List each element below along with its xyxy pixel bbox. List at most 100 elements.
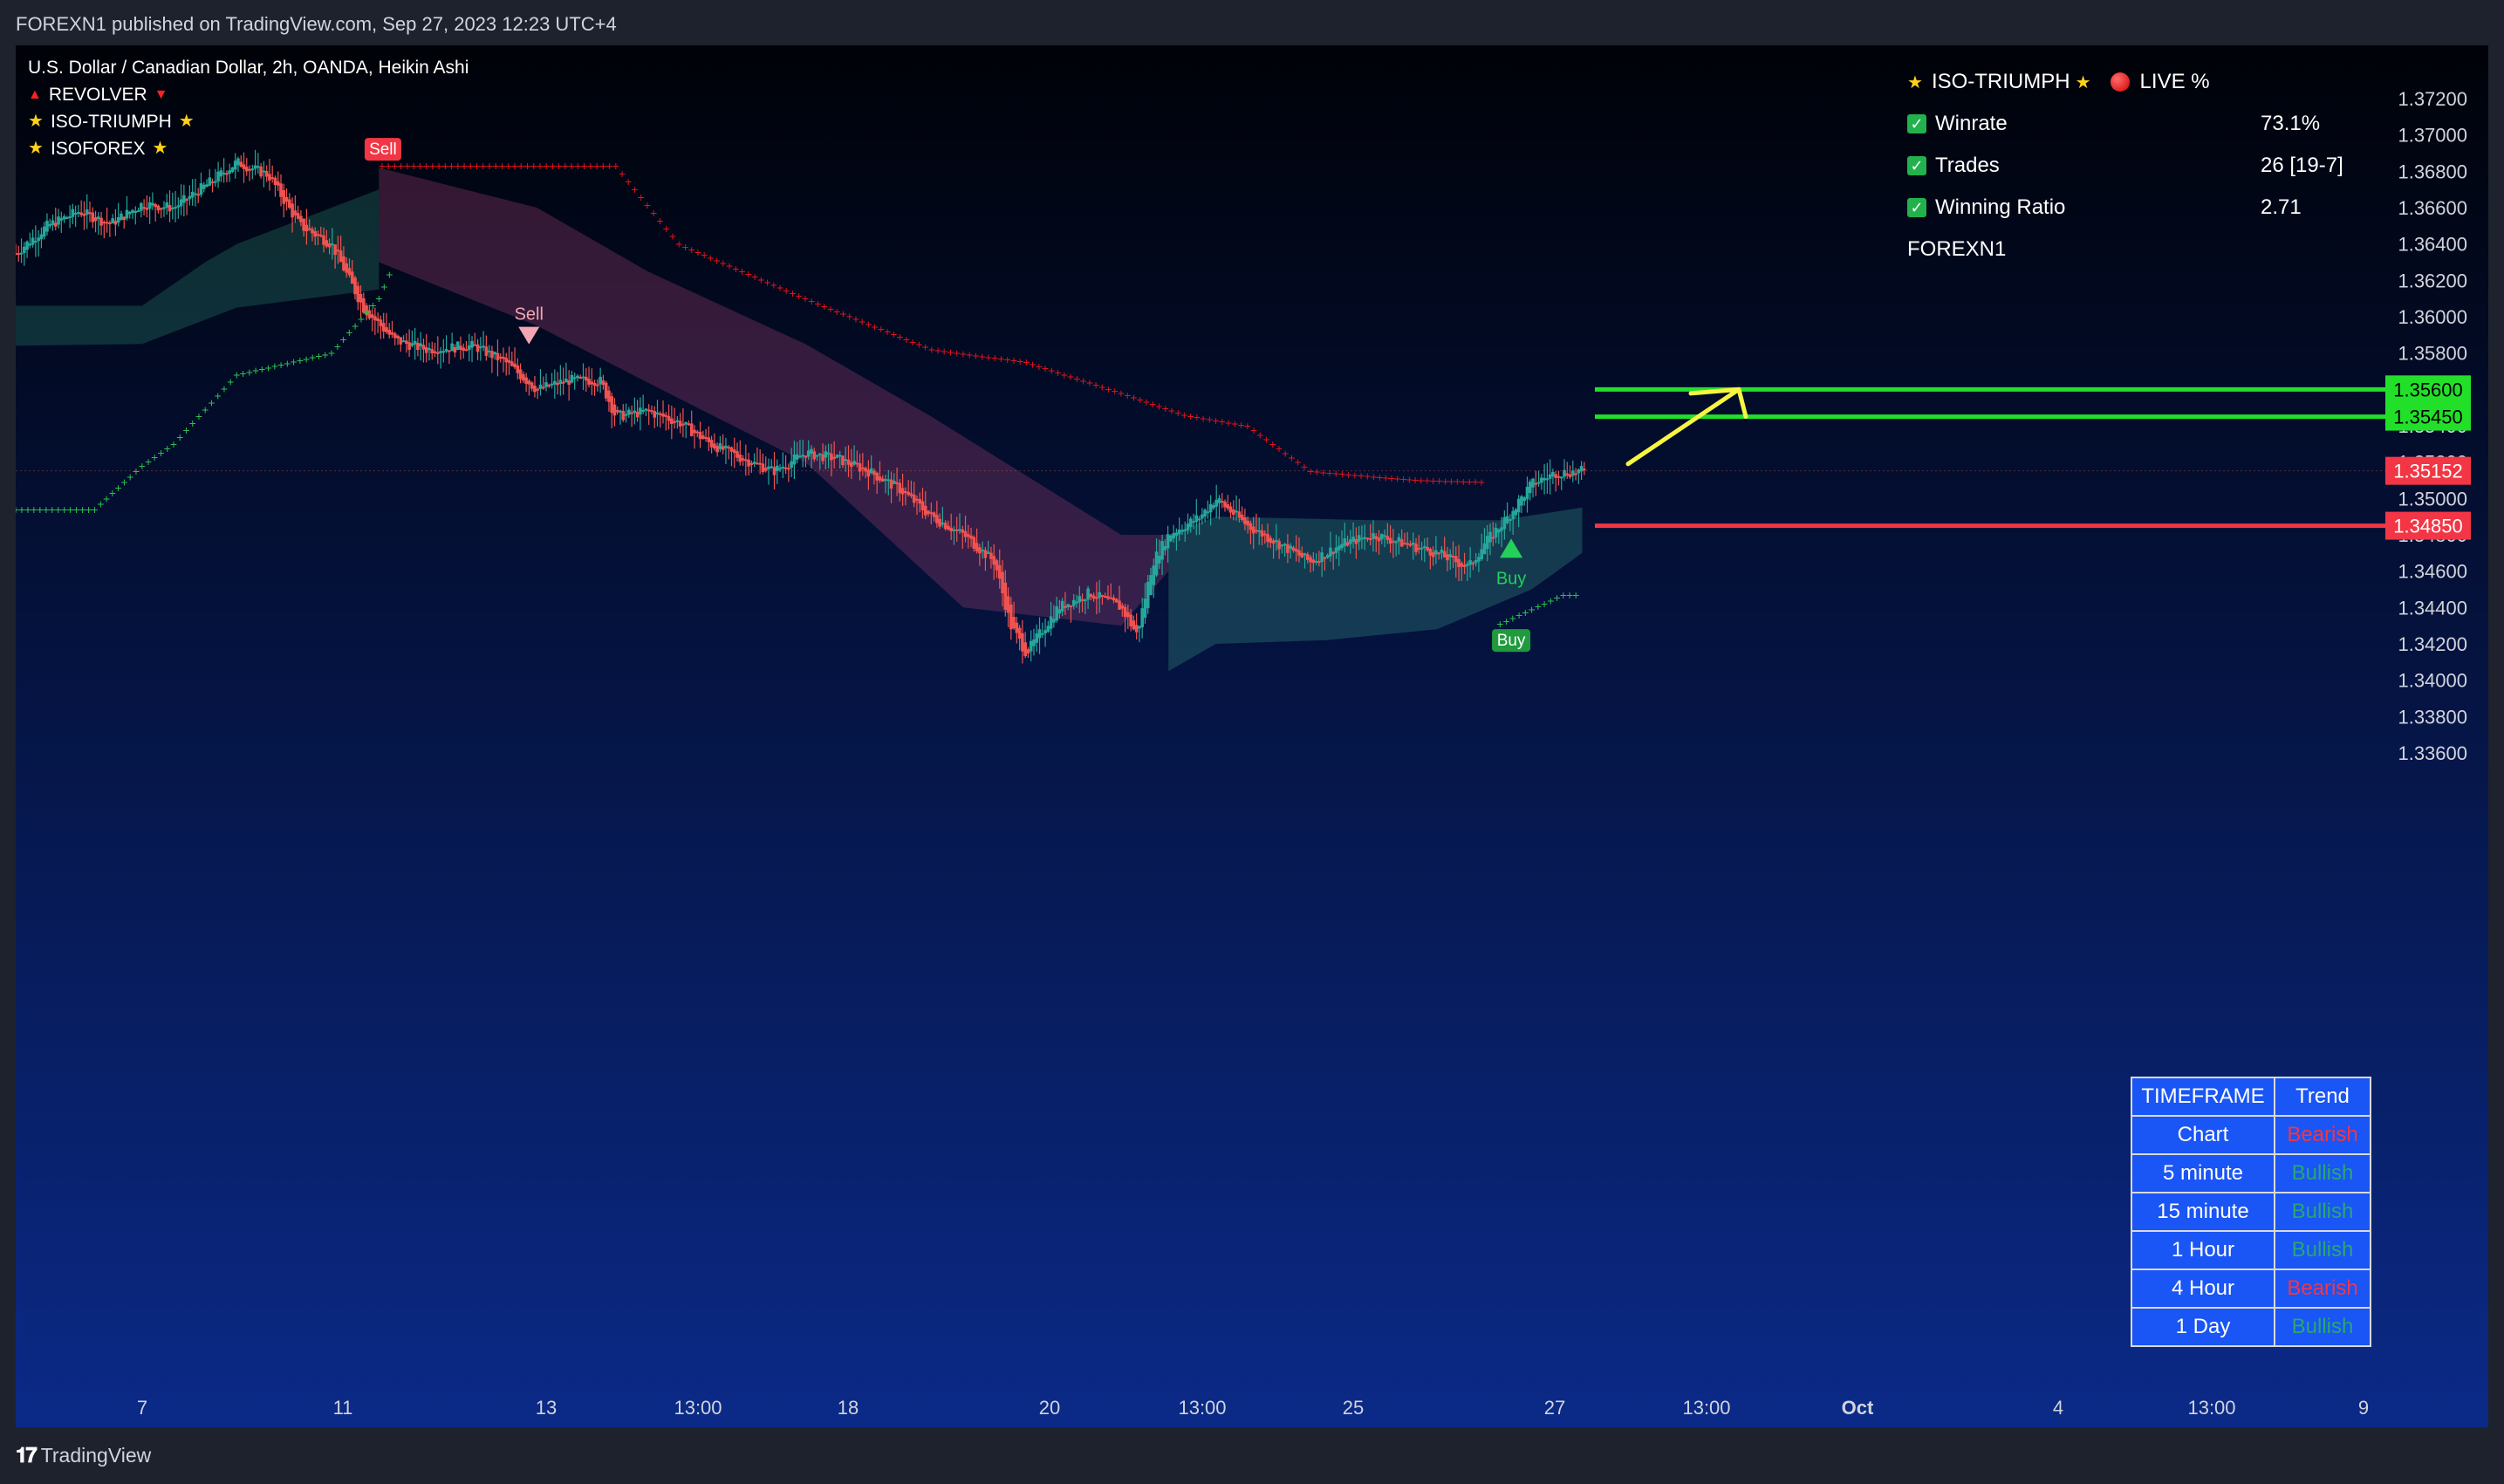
candle-body [307, 228, 311, 230]
revolver-trail-dot: + [517, 159, 524, 173]
table-row: 1 Day Bullish [2131, 1307, 2371, 1347]
revolver-trail-dot: + [808, 294, 815, 308]
ratio-label: Winning Ratio [1935, 195, 2066, 219]
candle-body [695, 431, 700, 434]
legend-revolver-row[interactable]: ▲ REVOLVER ▼ [28, 81, 469, 108]
revolver-trail-dot: + [859, 314, 865, 328]
candle-body [79, 212, 83, 215]
candle-body [318, 235, 323, 237]
candle-body [1406, 543, 1410, 545]
candle-body [547, 384, 551, 386]
candle-body [693, 429, 696, 434]
candle-body [174, 207, 177, 209]
candle-body [1106, 596, 1110, 599]
candle-body [1006, 596, 1010, 613]
revolver-trail-dot: + [73, 503, 80, 516]
timeframe-cell: 15 minute [2131, 1192, 2275, 1232]
legend-isotriumph-row[interactable]: ★ ISO-TRIUMPH ★ [28, 108, 469, 135]
candle-body [650, 410, 653, 413]
candle-body [852, 461, 856, 465]
revolver-trail-dot: + [380, 279, 387, 293]
candle-body [1509, 519, 1512, 522]
candle-body [470, 340, 474, 348]
candle-body [893, 480, 896, 484]
candle-body [961, 529, 965, 533]
candle-body [670, 418, 674, 424]
revolver-trail-dot: + [461, 159, 468, 173]
revolver-trail-dot: + [777, 281, 783, 295]
candle-body [1214, 499, 1218, 507]
candle-body [550, 383, 554, 386]
price-tick-label: 1.35800 [2398, 343, 2467, 365]
candle-body [1583, 468, 1586, 471]
price-tick-label: 1.36400 [2398, 234, 2467, 256]
candle-body [858, 463, 862, 472]
stats-title-row: ★ ISO-TRIUMPH ★ LIVE % [1907, 61, 2391, 103]
revolver-trail-dot: + [358, 312, 365, 326]
candle-body [1305, 554, 1310, 560]
price-tick-label: 1.36800 [2398, 161, 2467, 182]
revolver-trail-dot: + [839, 307, 846, 321]
revolver-trail-dot: + [1553, 591, 1560, 605]
indicator-legend: U.S. Dollar / Canadian Dollar, 2h, OANDA… [28, 54, 469, 162]
candle-body [1372, 533, 1375, 539]
chart-area[interactable]: + + + + + + + + + + + + + + + + + + + + + + + + + + + + + + + + + + + + + + + +… [16, 45, 2488, 1427]
candle-body [524, 377, 528, 384]
candle-body [424, 346, 428, 353]
candle-body [405, 340, 408, 344]
revolver-trail-dot: + [448, 159, 455, 173]
revolver-trail-dot: + [612, 159, 619, 173]
candle-body [105, 222, 109, 224]
candle-body [473, 344, 477, 346]
price-chart[interactable]: + + + + + + + + + + + + + + + + + + + + + + + + + + + + + + + + + + + + + + + +… [16, 45, 2488, 1427]
revolver-trail-dot: + [315, 349, 322, 363]
revolver-trail-dot: + [1418, 474, 1425, 488]
brand-label[interactable]: TradingView [40, 1444, 152, 1467]
candle-body [313, 231, 318, 237]
time-tick-label: 9 [2358, 1397, 2369, 1419]
candle-body [1545, 478, 1550, 481]
revolver-trail-dot: + [1358, 468, 1365, 482]
revolver-trail-dot: + [909, 335, 916, 349]
revolver-trail-dot: + [1282, 446, 1289, 460]
revolver-trail-dot: + [1320, 465, 1327, 479]
trail-layer: + + + + + + + + + + + + + + + + + + + + + + + + + + + + + + + + + + + + + + + +… [16, 159, 1579, 631]
candle-body [228, 170, 231, 174]
star-icon: ★ [178, 112, 195, 131]
candle-body [385, 327, 388, 332]
candle-body [1188, 518, 1193, 527]
trend-cell: Bearish [2274, 1115, 2371, 1155]
candle-body [1160, 541, 1164, 560]
revolver-trail-dot: + [701, 248, 708, 262]
candle-body [1349, 539, 1352, 544]
revolver-trail-dot: + [1541, 597, 1548, 611]
revolver-trail-dot: + [663, 222, 670, 236]
arrow-head-icon [1736, 386, 1748, 420]
revolver-trail-dot: + [543, 159, 550, 173]
candle-body [1271, 540, 1276, 544]
candle-body [1109, 597, 1113, 599]
candle-body [1505, 516, 1509, 523]
candle-body [1385, 536, 1390, 540]
candle-body [1021, 633, 1024, 652]
candle-body [1451, 556, 1455, 558]
legend-isoforex-row[interactable]: ★ ISOFOREX ★ [28, 135, 469, 162]
candle-body [188, 195, 192, 200]
revolver-trail-dot: + [1137, 393, 1144, 407]
time-tick-label: 13 [536, 1397, 557, 1419]
candle-body [1052, 619, 1056, 623]
candle-body [516, 365, 520, 373]
revolver-trail-dot: + [726, 259, 733, 273]
candle-body [866, 469, 871, 477]
time-tick-label: 20 [1039, 1397, 1060, 1419]
tradingview-logo-icon[interactable]: 𝟏𝟕 [16, 1443, 38, 1467]
candle-body [1262, 533, 1267, 536]
candle-body [687, 423, 691, 426]
sell-badge-label: Sell [369, 140, 397, 159]
candle-body [587, 379, 591, 385]
candle-body [131, 209, 134, 214]
candle-body [1149, 575, 1153, 596]
candle-body [1294, 549, 1298, 552]
candle-body [125, 209, 129, 219]
revolver-trail-dot: + [1560, 588, 1567, 602]
